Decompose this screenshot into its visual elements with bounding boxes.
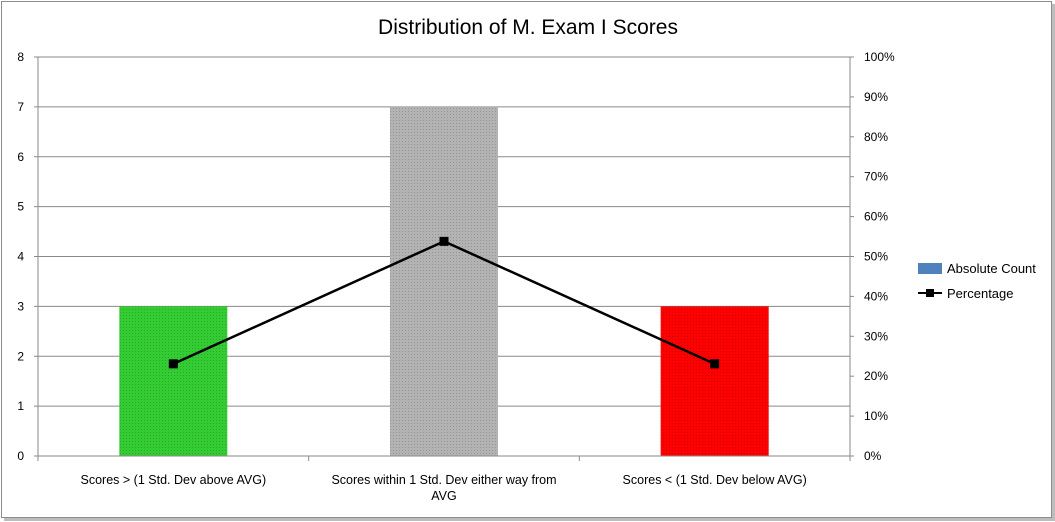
y2-tick-label: 90% bbox=[864, 90, 888, 104]
y2-tick-label: 30% bbox=[864, 329, 888, 343]
y2-tick-label: 70% bbox=[864, 170, 888, 184]
y-tick-label: 0 bbox=[17, 449, 24, 463]
percentage-line bbox=[168, 236, 720, 369]
bar-texture bbox=[390, 106, 498, 456]
y-tick-label: 6 bbox=[17, 150, 24, 164]
category-label: Scores within 1 Std. Dev either way from bbox=[331, 473, 556, 487]
percentage-point bbox=[710, 359, 720, 369]
category-labels: Scores > (1 Std. Dev above AVG) Scores wi… bbox=[81, 473, 807, 503]
category-label: Scores > (1 Std. Dev above AVG) bbox=[81, 473, 267, 487]
legend: Absolute Count Percentage bbox=[918, 261, 1036, 301]
y2-tick-label: 0% bbox=[864, 449, 882, 463]
percentage-point bbox=[168, 359, 178, 369]
y-tick-label: 7 bbox=[17, 100, 24, 114]
legend-marker-percentage bbox=[926, 289, 934, 297]
legend-label-absolute-count: Absolute Count bbox=[947, 261, 1036, 276]
chart-title: Distribution of M. Exam I Scores bbox=[378, 16, 678, 39]
percentage-point bbox=[439, 236, 449, 246]
category-label: AVG bbox=[431, 489, 456, 503]
y-tick-label: 5 bbox=[17, 200, 24, 214]
legend-label-percentage: Percentage bbox=[947, 286, 1014, 301]
bar-texture bbox=[119, 306, 228, 456]
y-tick-label: 2 bbox=[17, 349, 24, 363]
category-label: Scores < (1 Std. Dev below AVG) bbox=[623, 473, 807, 487]
y2-axis-ticks: 0% 10% 20% 30% 40% 50% 60% 70% 80% 90% 100% bbox=[850, 50, 895, 463]
bar-texture bbox=[660, 306, 769, 456]
y2-tick-label: 100% bbox=[864, 50, 895, 64]
y-axis-ticks: 0 1 2 3 4 5 6 7 8 bbox=[17, 50, 38, 463]
y2-tick-label: 60% bbox=[864, 210, 888, 224]
y2-tick-label: 40% bbox=[864, 289, 888, 303]
y-tick-label: 8 bbox=[17, 50, 24, 64]
y-tick-label: 4 bbox=[17, 250, 24, 264]
y2-tick-label: 50% bbox=[864, 250, 888, 264]
y-tick-label: 1 bbox=[17, 399, 24, 413]
legend-swatch-absolute-count bbox=[918, 263, 942, 274]
y2-tick-label: 20% bbox=[864, 369, 888, 383]
y2-tick-label: 80% bbox=[864, 130, 888, 144]
bars bbox=[119, 106, 769, 456]
y-tick-label: 3 bbox=[17, 299, 24, 313]
y2-tick-label: 10% bbox=[864, 409, 888, 423]
